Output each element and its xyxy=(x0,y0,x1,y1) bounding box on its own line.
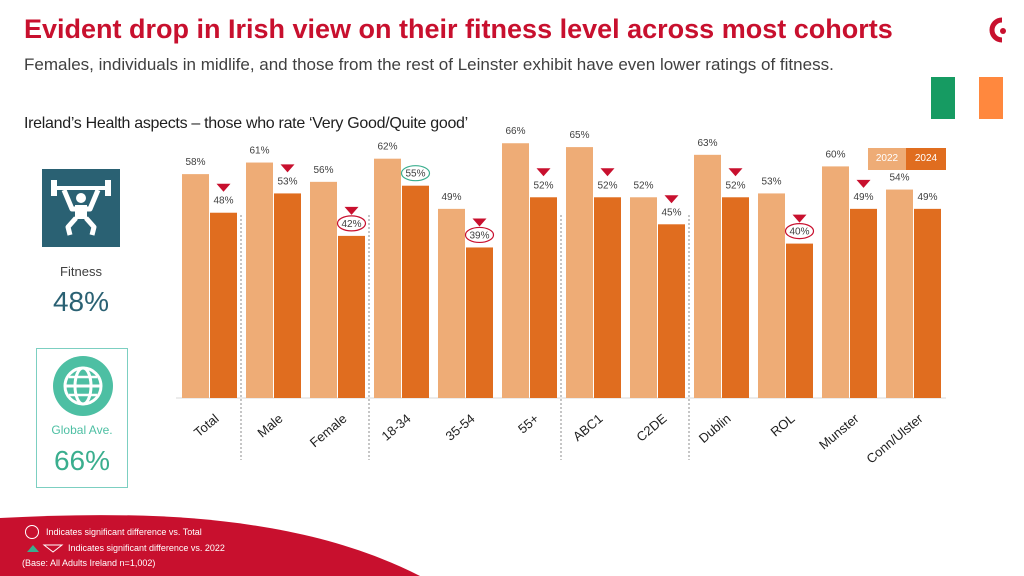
label-2024-Dublin: 52% xyxy=(725,180,745,191)
bar-2022-Dublin xyxy=(694,154,721,398)
down-arrow-icon-55+ xyxy=(536,168,551,177)
category-label-C2DE: C2DE xyxy=(633,411,669,445)
footer-arrow-note: Indicates significant difference vs. 202… xyxy=(68,543,225,553)
irish-flag-green xyxy=(931,77,955,119)
bar-2024-Dublin xyxy=(722,197,749,398)
global-average-card: Global Ave. 66% xyxy=(36,348,128,488)
label-2022-ROL: 53% xyxy=(761,176,781,187)
label-2022-Munster: 60% xyxy=(825,149,845,160)
bar-2022-Male xyxy=(246,162,273,398)
label-2022-35-54: 49% xyxy=(441,192,461,203)
bar-2024-Conn/Ulster xyxy=(914,208,941,398)
label-2022-Female: 56% xyxy=(313,165,333,176)
label-2024-35-54: 39% xyxy=(469,230,489,241)
down-arrow-icon-Dublin xyxy=(728,168,743,177)
category-label-Munster: Munster xyxy=(816,410,862,452)
label-2022-Total: 58% xyxy=(185,157,205,168)
label-2022-55+: 66% xyxy=(505,126,525,137)
section-title: Ireland’s Health aspects – those who rat… xyxy=(24,115,468,132)
bar-2024-Total xyxy=(210,212,237,398)
label-2024-ROL: 40% xyxy=(789,227,809,238)
bar-2022-Female xyxy=(310,181,337,398)
bar-2024-C2DE xyxy=(658,224,685,398)
down-arrow-icon-Munster xyxy=(856,179,871,188)
footer-circle-symbol xyxy=(25,525,39,539)
category-label-Conn/Ulster: Conn/Ulster xyxy=(863,410,926,466)
label-2024-C2DE: 45% xyxy=(661,207,681,218)
category-label-ROL: ROL xyxy=(767,411,797,440)
label-2024-Conn/Ulster: 49% xyxy=(917,192,937,203)
down-arrow-icon-35-54 xyxy=(472,218,487,227)
category-label-Total: Total xyxy=(191,411,222,440)
bar-2022-Munster xyxy=(822,166,849,398)
legend-2024: 2024 xyxy=(906,148,946,170)
weightlifter-icon xyxy=(42,169,120,247)
fitness-value: 48% xyxy=(52,286,110,317)
footer-circle-note: Indicates significant difference vs. Tot… xyxy=(46,527,202,537)
sig-circle-35-54 xyxy=(464,226,495,244)
label-2024-Male: 53% xyxy=(277,176,297,187)
page-subtitle: Females, individuals in midlife, and tho… xyxy=(24,55,834,74)
label-2024-18-34: 55% xyxy=(405,169,425,180)
category-label-Dublin: Dublin xyxy=(696,411,734,446)
label-2024-ABC1: 52% xyxy=(597,180,617,191)
down-arrow-icon-Total xyxy=(216,183,231,192)
bar-2024-35-54 xyxy=(466,247,493,398)
bar-2024-Male xyxy=(274,193,301,398)
label-2024-Female: 42% xyxy=(341,219,361,230)
down-arrow-icon-C2DE xyxy=(664,195,679,204)
legend-2022: 2022 xyxy=(868,148,906,170)
footer-band xyxy=(0,515,420,576)
bar-2022-55+ xyxy=(502,143,529,398)
label-2022-Male: 61% xyxy=(249,146,269,157)
bar-2022-18-34 xyxy=(374,158,401,398)
label-2024-55+: 52% xyxy=(533,180,553,191)
bar-2022-ABC1 xyxy=(566,147,593,398)
label-2022-Conn/Ulster: 54% xyxy=(889,173,909,184)
down-arrow-icon-ROL xyxy=(792,214,807,223)
globe-icon xyxy=(53,356,113,416)
page-title: Evident drop in Irish view on their fitn… xyxy=(24,14,893,44)
sig-circle-ROL xyxy=(784,223,815,240)
category-label-Male: Male xyxy=(254,411,285,441)
category-label-Female: Female xyxy=(307,411,350,450)
brand-logo-icon xyxy=(989,17,1006,43)
bar-2022-Conn/Ulster xyxy=(886,189,913,398)
bar-2024-Female xyxy=(338,235,365,398)
down-arrow-icon-Male xyxy=(280,164,295,173)
irish-flag-white xyxy=(955,77,979,119)
bar-2024-Munster xyxy=(850,208,877,398)
label-2022-ABC1: 65% xyxy=(569,130,589,141)
label-2024-Total: 48% xyxy=(213,196,233,207)
footer-base-note: (Base: All Adults Ireland n=1,002) xyxy=(22,558,156,568)
down-arrow-icon-ABC1 xyxy=(600,168,615,177)
footer-up-triangle-icon xyxy=(27,545,39,552)
fitness-label: Fitness xyxy=(60,264,102,279)
label-2022-Dublin: 63% xyxy=(697,138,717,149)
down-arrow-icon-Female xyxy=(344,206,359,215)
bar-2024-ROL xyxy=(786,243,813,398)
bar-2024-18-34 xyxy=(402,185,429,398)
bar-2024-55+ xyxy=(530,197,557,398)
label-2022-18-34: 62% xyxy=(377,142,397,153)
label-2022-C2DE: 52% xyxy=(633,180,653,191)
category-label-55+: 55+ xyxy=(515,411,542,437)
category-label-ABC1: ABC1 xyxy=(570,411,606,444)
sig-circle-Female xyxy=(336,215,367,232)
label-2024-Munster: 49% xyxy=(853,192,873,203)
category-label-18-34: 18-34 xyxy=(379,411,414,444)
footer-down-triangle-icon xyxy=(42,544,64,553)
category-label-35-54: 35-54 xyxy=(443,411,478,444)
sig-circle-18-34 xyxy=(400,165,431,182)
global-value: 66% xyxy=(53,445,111,476)
bar-2022-ROL xyxy=(758,193,785,398)
bar-2022-35-54 xyxy=(438,208,465,398)
bar-2022-Total xyxy=(182,174,209,398)
bar-2024-ABC1 xyxy=(594,197,621,398)
bar-2022-C2DE xyxy=(630,197,657,398)
irish-flag-orange xyxy=(979,77,1003,119)
global-label: Global Ave. xyxy=(51,423,113,437)
